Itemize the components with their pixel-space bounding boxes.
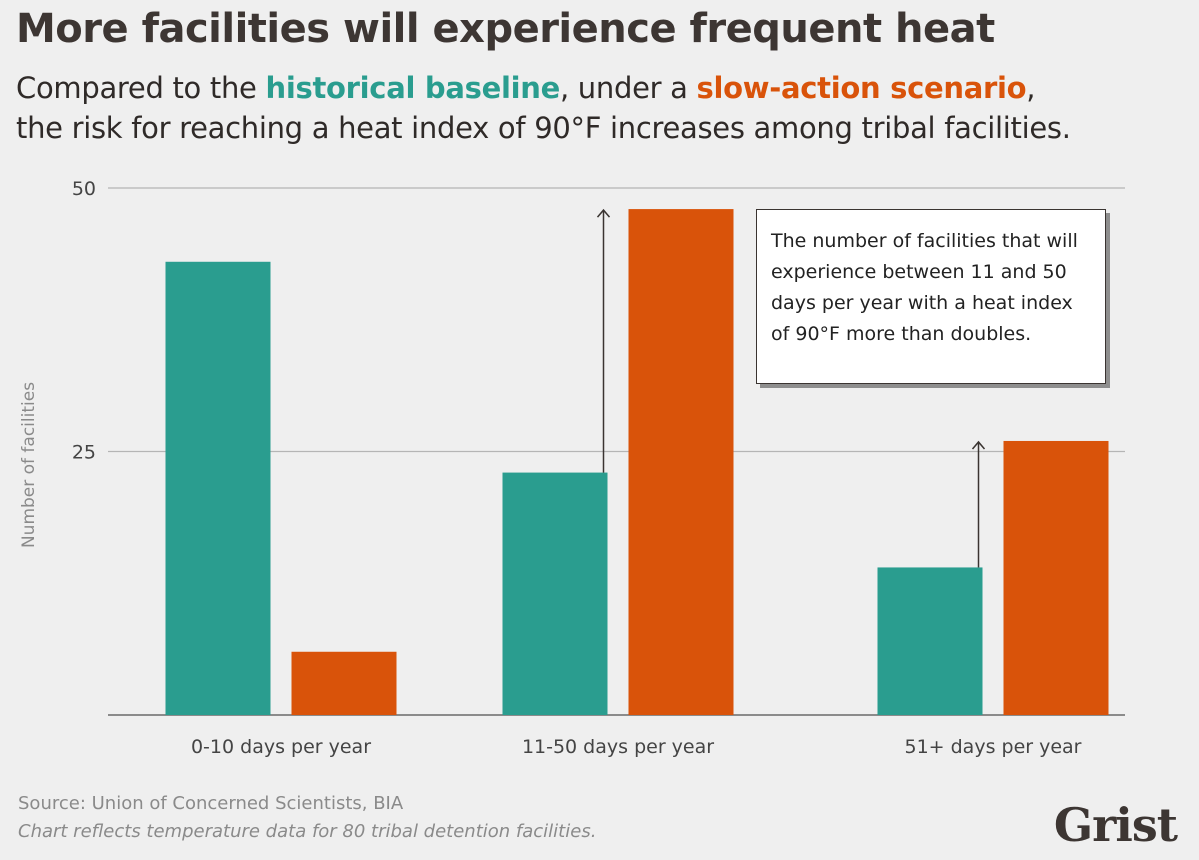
legend-historical-baseline: historical baseline	[265, 71, 561, 105]
bar-slow-action	[1003, 440, 1109, 715]
increase-arrowhead	[971, 440, 986, 450]
bar-slow-action	[291, 651, 397, 715]
chart-title: More facilities will experience frequent…	[16, 6, 995, 52]
y-tick-label: 50	[72, 178, 96, 200]
y-axis-title: Number of facilities	[19, 382, 39, 548]
x-category-label: 11-50 days per year	[522, 736, 714, 758]
subtitle-text: ,	[1026, 71, 1036, 105]
note-text: Chart reflects temperature data for 80 t…	[18, 821, 597, 842]
y-tick-label: 25	[72, 442, 96, 464]
grist-logo: Grist	[1053, 798, 1178, 852]
source-text: Source: Union of Concerned Scientists, B…	[18, 793, 404, 814]
subtitle-text: , under a	[559, 71, 697, 105]
bar-historical	[877, 567, 983, 715]
x-category-label: 0-10 days per year	[191, 736, 371, 758]
increase-arrowhead	[596, 208, 611, 218]
bar-historical	[502, 472, 608, 715]
legend-slow-action-scenario: slow-action scenario	[696, 71, 1027, 105]
bar-historical	[165, 261, 271, 715]
annotation-box: The number of facilities that will exper…	[756, 209, 1106, 384]
subtitle-text: Compared to the	[16, 71, 266, 105]
bar-slow-action	[628, 209, 734, 715]
subtitle-line-2: the risk for reaching a heat index of 90…	[16, 111, 1071, 145]
x-category-label: 51+ days per year	[904, 736, 1081, 758]
chart-footer: Source: Union of Concerned Scientists, B…	[18, 790, 596, 846]
chart-subtitle: Compared to the historical baseline, und…	[16, 68, 1071, 148]
